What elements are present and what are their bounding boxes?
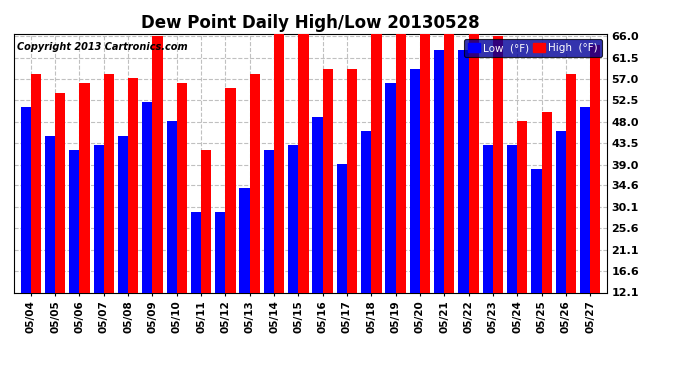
Bar [531,169,542,292]
Bar [21,107,31,292]
Bar [483,145,493,292]
Bar [69,150,79,292]
Bar [337,164,347,292]
Bar [555,131,566,292]
Bar [274,16,284,292]
Bar [410,69,420,292]
Bar [518,121,527,292]
Bar [45,135,55,292]
Bar [152,36,163,292]
Bar [128,78,138,292]
Bar [493,36,503,292]
Bar [118,135,128,292]
Bar [264,150,274,292]
Bar [458,50,469,292]
Bar [215,211,226,292]
Bar [507,145,518,292]
Bar [94,145,104,292]
Bar [580,107,590,292]
Bar [323,69,333,292]
Bar [104,74,114,292]
Title: Dew Point Daily High/Low 20130528: Dew Point Daily High/Low 20130528 [141,14,480,32]
Bar [31,74,41,292]
Bar [166,121,177,292]
Bar [288,145,298,292]
Bar [298,16,308,292]
Bar [55,93,66,292]
Bar [434,50,444,292]
Bar [142,102,152,292]
Bar [191,211,201,292]
Bar [201,150,211,292]
Bar [347,69,357,292]
Bar [250,74,260,292]
Bar [361,131,371,292]
Bar [542,112,552,292]
Bar [386,83,395,292]
Bar [590,45,600,292]
Bar [420,0,430,292]
Bar [395,0,406,292]
Bar [313,117,323,292]
Bar [371,31,382,292]
Legend: Low  (°F), High  (°F): Low (°F), High (°F) [464,39,602,57]
Bar [566,74,576,292]
Text: Copyright 2013 Cartronics.com: Copyright 2013 Cartronics.com [17,42,188,51]
Bar [239,188,250,292]
Bar [226,88,235,292]
Bar [444,0,455,292]
Bar [469,0,479,292]
Bar [79,83,90,292]
Bar [177,83,187,292]
